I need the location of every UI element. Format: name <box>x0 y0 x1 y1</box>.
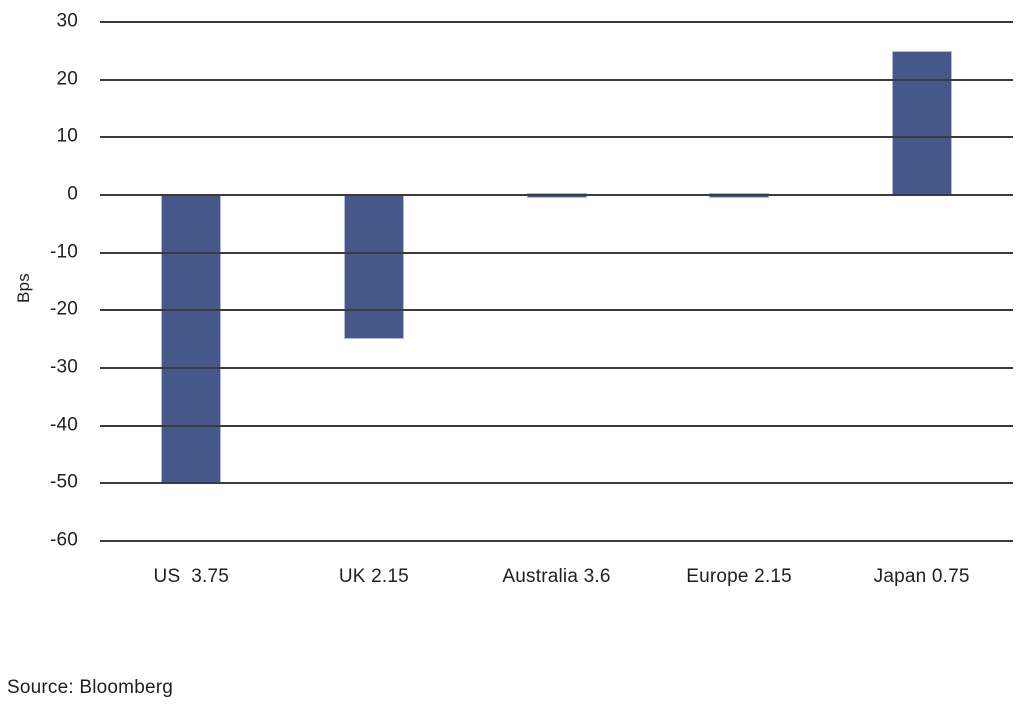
x-tick-label: Japan 0.75 <box>873 566 970 587</box>
y-tick-label: -50 <box>49 471 78 493</box>
y-tick-label: 30 <box>56 10 78 32</box>
y-tick-label: 10 <box>56 125 78 147</box>
x-axis-tick-labels: US 3.75 UK 2.15 Australia 3.6 Europe 2.15 Ja… <box>100 566 1013 592</box>
gridline <box>100 540 1013 542</box>
gridline <box>100 251 1013 254</box>
gridline <box>100 424 1013 427</box>
gridline <box>100 482 1013 485</box>
y-tick-label: 0 <box>67 183 78 205</box>
x-tick-label: Europe 2.15 <box>686 566 792 587</box>
y-tick-label: 20 <box>56 68 78 90</box>
gridline <box>100 136 1013 139</box>
plot-area <box>100 0 1013 600</box>
x-tick-label: Australia 3.6 <box>502 566 611 587</box>
source-note: Source: Bloomberg <box>7 677 174 698</box>
gridline <box>100 78 1013 81</box>
gridline <box>100 367 1013 369</box>
y-tick-label: -10 <box>49 241 78 263</box>
bar-japan <box>891 50 952 195</box>
y-tick-label: -40 <box>49 414 78 436</box>
gridline <box>100 194 1013 196</box>
bar-us <box>161 195 222 484</box>
x-tick-label: US 3.75 <box>153 566 230 587</box>
bar-uk <box>343 195 404 340</box>
gridline <box>100 21 1013 23</box>
y-tick-label: -60 <box>49 529 78 551</box>
y-axis-tick-labels: 30 20 10 0 -10 -20 -30 -40 -50 -60 <box>0 0 78 600</box>
y-tick-label: -20 <box>49 298 78 320</box>
gridline <box>100 309 1013 312</box>
y-tick-label: -30 <box>49 356 78 378</box>
x-tick-label: UK 2.15 <box>338 566 409 587</box>
